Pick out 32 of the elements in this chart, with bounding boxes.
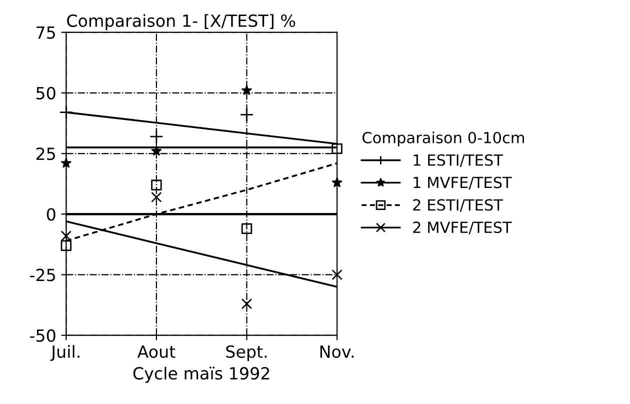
legend-title: Comparaison 0-10cm xyxy=(362,132,524,146)
point xyxy=(151,192,162,203)
y-tick-label: 0 xyxy=(46,208,56,221)
point xyxy=(150,130,164,144)
legend-label: 2 MVFE/TEST xyxy=(413,222,512,234)
point xyxy=(240,108,254,122)
y-tick-label: 75 xyxy=(36,26,55,39)
x-tick-label: Nov. xyxy=(320,346,354,358)
x-tick-label: Sept. xyxy=(226,345,267,362)
chart-title: Comparaison 1- [X/TEST] % xyxy=(67,14,296,30)
x-tick-label: Juil. xyxy=(50,345,80,362)
y-tick-label: 25 xyxy=(36,147,55,160)
y-tick-label: 50 xyxy=(36,86,56,100)
legend-label: 1 ESTI/TEST xyxy=(414,154,504,168)
point xyxy=(332,143,342,154)
x-axis-title: Cycle maïs 1992 xyxy=(133,366,270,383)
x-tick-label: Aout xyxy=(137,346,176,358)
point xyxy=(151,180,162,190)
point xyxy=(60,240,72,251)
point xyxy=(241,298,252,310)
point xyxy=(241,223,252,234)
point xyxy=(332,269,342,280)
point xyxy=(59,105,74,120)
y-tick-label: -50 xyxy=(30,329,56,342)
y-tick-label: -25 xyxy=(30,268,55,282)
point xyxy=(151,146,162,156)
point xyxy=(61,158,72,168)
legend-label: 2 ESTI/TEST xyxy=(413,199,504,212)
legend-label: 1 MVFE/TEST xyxy=(414,176,512,190)
point xyxy=(242,85,252,95)
point xyxy=(60,230,72,242)
point xyxy=(332,177,342,188)
